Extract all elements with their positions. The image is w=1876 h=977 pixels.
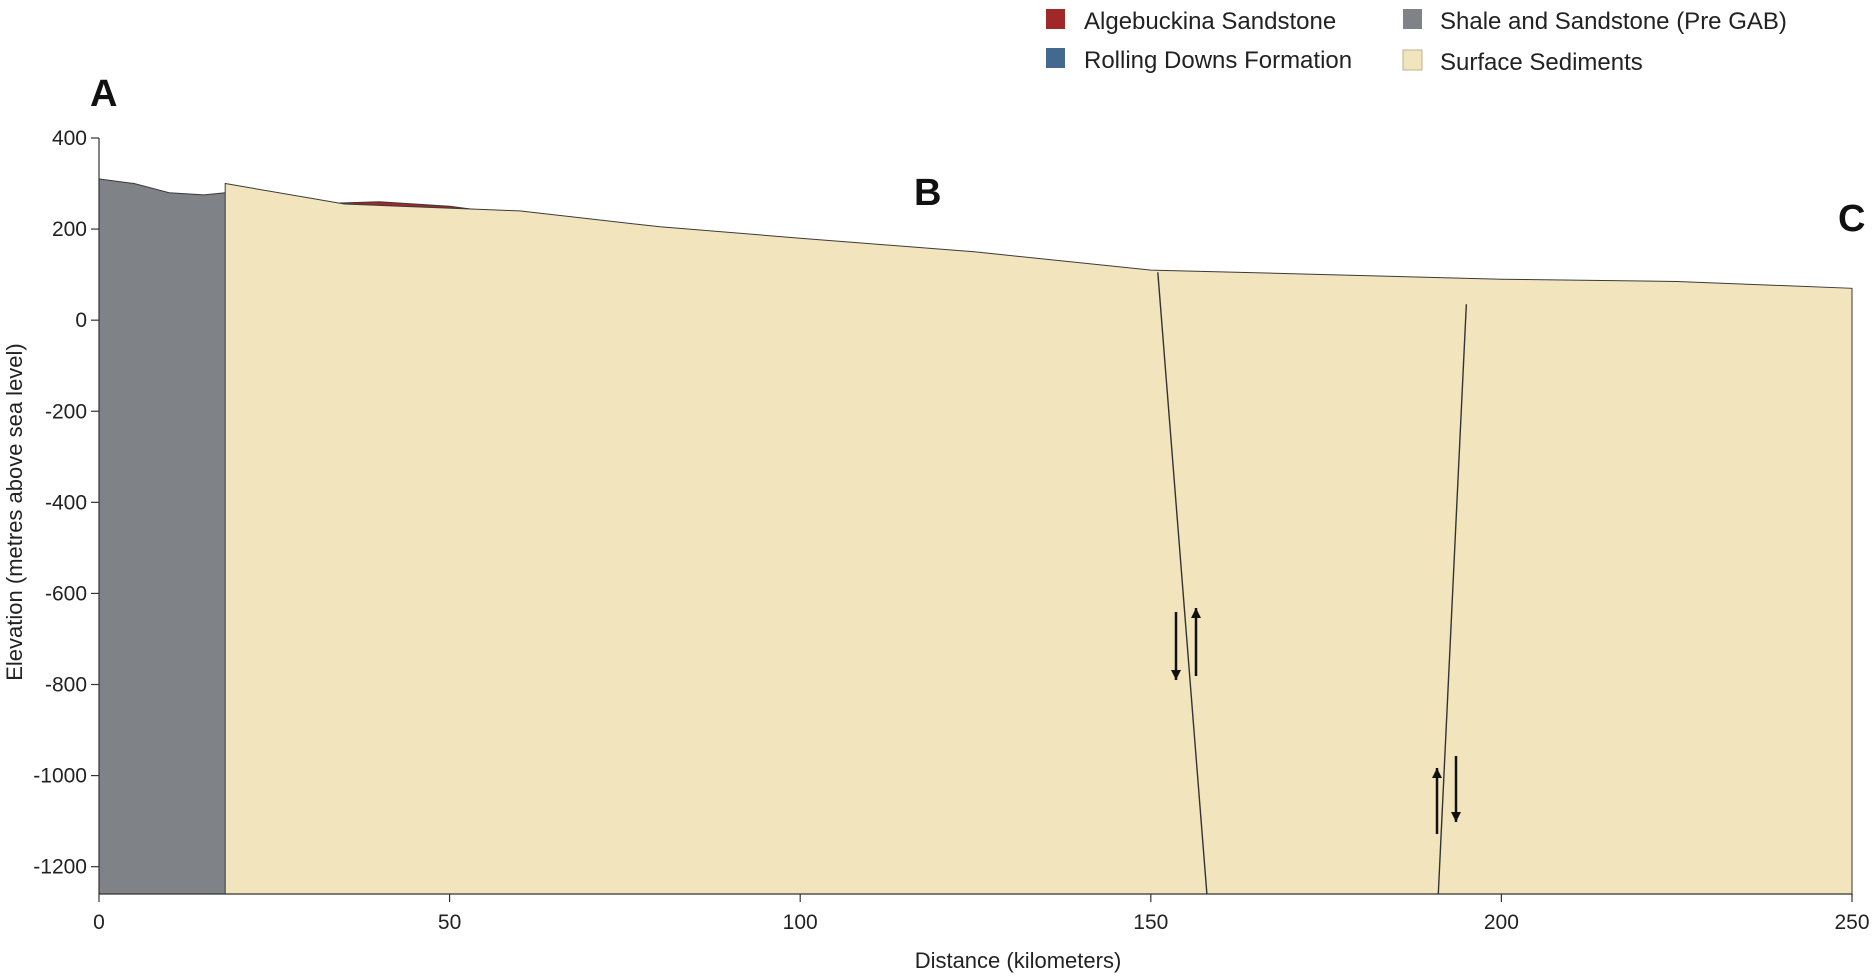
legend-label-rolling-downs: Rolling Downs Formation — [1084, 47, 1352, 74]
layer-surface-sediments — [224, 182, 1853, 895]
y-tick-label: -400 — [45, 491, 87, 514]
legend-label-shale-sandstone: Shale and Sandstone (Pre GAB) — [1440, 8, 1787, 35]
x-tick-label: 200 — [1484, 911, 1519, 934]
legend-swatch-rolling-downs — [1046, 48, 1065, 68]
x-tick-label: 100 — [783, 911, 818, 934]
fault-line-1 — [1157, 272, 1208, 895]
y-tick-label: 200 — [52, 218, 87, 241]
x-tick-label: 250 — [1834, 911, 1869, 934]
point-label-c: C — [1838, 198, 1865, 240]
fault-arrow-up-1 — [1191, 608, 1201, 676]
x-tick-label: 50 — [438, 911, 461, 934]
y-axis-title: Elevation (metres above sea level) — [2, 343, 27, 681]
y-tick-label: -200 — [45, 400, 87, 423]
fault-lines — [1157, 272, 1468, 895]
legend-label-algebuckina: Algebuckina Sandstone — [1084, 8, 1336, 35]
y-tick-label: -1000 — [33, 765, 87, 788]
fault-arrow-down-1 — [1171, 612, 1181, 680]
legend-swatch-shale-sandstone — [1403, 9, 1422, 29]
legend-swatch-algebuckina — [1046, 9, 1065, 29]
fault-line-2 — [1437, 304, 1468, 895]
y-tick-label: -800 — [45, 674, 87, 697]
point-label-b: B — [914, 172, 941, 214]
fault-arrow-down-2 — [1451, 756, 1461, 822]
x-tick-label: 150 — [1133, 911, 1168, 934]
y-tick-label: -600 — [45, 582, 87, 605]
plot-axes: 0 50 100 150 200 250 400 200 0 -200 -400 -600 -800 -1… — [33, 127, 1869, 934]
y-tick-label: -1200 — [33, 856, 87, 879]
geology-layers — [98, 178, 1854, 895]
x-axis-title: Distance (kilometers) — [915, 948, 1122, 973]
y-tick-label: 0 — [75, 309, 87, 332]
fault-arrow-up-2 — [1432, 768, 1442, 834]
legend-label-surface-sediments: Surface Sediments — [1440, 49, 1643, 76]
x-tick-label: 0 — [93, 911, 105, 934]
legend-swatch-surface-sediments — [1402, 49, 1423, 71]
legend: Algebuckina Sandstone Rolling Downs Form… — [1046, 8, 1787, 76]
point-label-a: A — [90, 73, 117, 115]
y-tick-label: 400 — [52, 127, 87, 150]
